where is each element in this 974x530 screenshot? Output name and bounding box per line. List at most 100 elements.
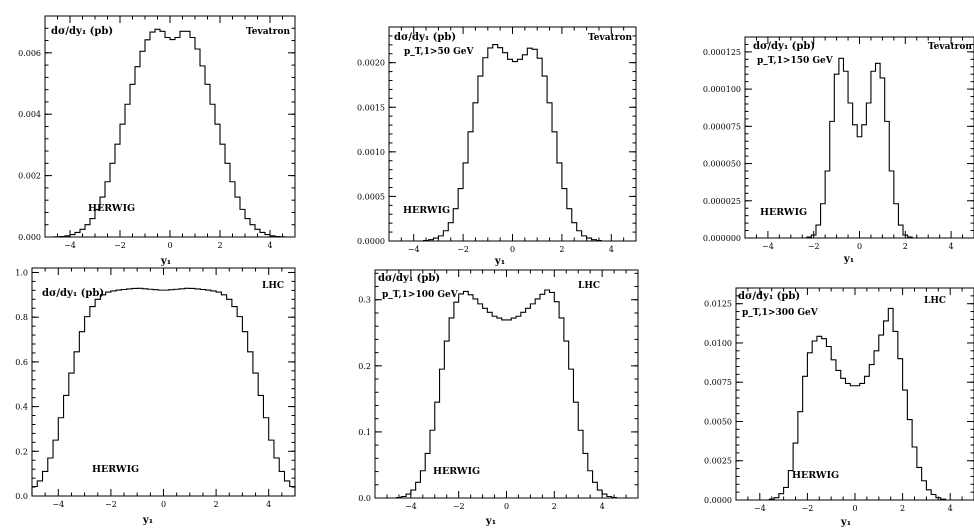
histogram-line [31, 287, 296, 496]
generator-label: HERWIG [403, 205, 450, 216]
x-tick-label: −4 [64, 241, 76, 250]
collider-label: LHC [578, 281, 600, 291]
x-tick-label: −2 [457, 245, 469, 254]
y-tick-label: 0.000000 [703, 234, 741, 243]
x-tick-label: 4 [266, 500, 271, 509]
x-tick-label: 0 [167, 241, 172, 250]
y-tick-label: 0.0010 [357, 148, 385, 157]
axis-ticks: −4 −2 0 2 4 0.000000 0.000025 0.000050 0.000075 0… [703, 36, 974, 251]
chart-title: dσ/dy₁ (pb) [753, 41, 815, 52]
generator-label: HERWIG [433, 466, 480, 477]
y-tick-label: 0.0 [358, 494, 371, 503]
panel-lhc-inclusive: −4 −2 0 2 4 0.0 0.2 0.4 0.6 0.8 1.0 dσ/dy₁ (pb) LH… [15, 267, 296, 526]
plot-frame [735, 287, 974, 501]
x-tick-label: −2 [802, 504, 814, 513]
cut-label: p_T,1>150 GeV [757, 56, 834, 66]
y-tick-label: 0.0015 [357, 103, 385, 112]
y-tick-label: 0.0 [15, 492, 28, 501]
y-tick-label: 0.000125 [703, 48, 741, 57]
x-tick-label: 0 [161, 500, 166, 509]
y-tick-label: 0.004 [18, 110, 41, 119]
collider-label: Tevatron [588, 33, 632, 43]
plot-frame [374, 269, 639, 499]
x-tick-label: 4 [948, 504, 953, 513]
y-tick-label: 0.0020 [357, 59, 385, 68]
y-tick-label: 0.000050 [703, 160, 741, 169]
collider-label: Tevatron [246, 27, 290, 37]
collider-label: LHC [924, 296, 946, 306]
generator-label: HERWIG [88, 203, 135, 214]
plot-frame [44, 15, 296, 238]
x-tick-label: 0 [852, 504, 857, 513]
y-tick-label: 0.0050 [704, 417, 732, 426]
histogram-line [806, 57, 913, 238]
axis-ticks: −4 −2 0 2 4 0.0 0.1 0.2 0.3 [358, 270, 639, 511]
x-tick-label: −2 [114, 241, 126, 250]
x-axis-label: y₁ [485, 516, 496, 527]
y-tick-label: 0.0000 [704, 496, 732, 505]
y-tick-label: 0.0000 [357, 237, 385, 246]
x-tick-label: −2 [105, 500, 117, 509]
y-tick-label: 0.0075 [704, 378, 732, 387]
y-tick-label: 0.000025 [703, 197, 741, 206]
panel-tevatron-pt50: −4 −2 0 2 4 0.0000 0.0005 0.0010 0.0015 0.0020 dσ… [357, 26, 637, 267]
histogram-line [768, 307, 946, 500]
x-tick-label: −2 [453, 502, 465, 511]
x-tick-label: 0 [857, 242, 862, 251]
y-tick-label: 0.3 [358, 296, 371, 305]
cut-label: p_T,1>50 GeV [404, 47, 475, 57]
x-tick-label: −4 [405, 502, 417, 511]
y-tick-label: 0.8 [15, 313, 28, 322]
chart-title: dσ/dy₁ (pb) [394, 32, 456, 43]
x-tick-label: −4 [762, 242, 774, 251]
chart-title: dσ/dy₁ (pb) [42, 288, 104, 299]
x-tick-label: 2 [559, 245, 564, 254]
x-tick-label: −4 [754, 504, 766, 513]
cut-label: p_T,1>300 GeV [742, 308, 819, 318]
axis-ticks: −4 −2 0 2 4 0.0000 0.0005 0.0010 0.0015 0.0020 [357, 26, 637, 254]
x-tick-label: −2 [808, 242, 820, 251]
y-tick-label: 0.6 [15, 358, 28, 367]
collider-label: LHC [262, 281, 284, 291]
x-axis-label: y₁ [494, 256, 505, 267]
y-tick-label: 0.000100 [703, 85, 741, 94]
y-tick-label: 0.2 [15, 447, 28, 456]
x-tick-label: 2 [903, 242, 908, 251]
y-tick-label: 0.002 [18, 172, 41, 181]
histogram-line [54, 28, 286, 238]
x-tick-label: 4 [949, 242, 954, 251]
cut-label: p_T,1>100 GeV [382, 290, 459, 300]
x-tick-label: 2 [552, 502, 557, 511]
x-tick-label: 4 [609, 245, 614, 254]
generator-label: HERWIG [760, 207, 807, 218]
y-tick-label: 0.0025 [704, 457, 732, 466]
x-axis-label: y₁ [840, 517, 851, 528]
chart-title: dσ/dy₁ (pb) [51, 26, 113, 37]
y-tick-label: 0.0125 [704, 300, 732, 309]
y-tick-label: 0.0005 [357, 192, 385, 201]
y-tick-label: 0.2 [358, 362, 371, 371]
x-tick-label: 2 [217, 241, 222, 250]
chart-title: dσ/dy₁ (pb) [738, 291, 800, 302]
x-tick-label: 2 [214, 500, 219, 509]
y-tick-label: 0.0100 [704, 339, 732, 348]
x-axis-label: y₁ [843, 254, 854, 265]
y-tick-label: 0.1 [358, 428, 371, 437]
histogram-line [395, 289, 618, 499]
x-axis-label: y₁ [142, 515, 153, 526]
axis-ticks: −4 −2 0 2 4 0.0000 0.0025 0.0050 0.0075 0.0100 0.0… [704, 287, 974, 513]
y-tick-label: 0.4 [15, 403, 28, 412]
generator-label: HERWIG [792, 470, 839, 481]
axis-ticks: −4 −2 0 2 4 0.000 0.002 0.004 0.006 [18, 15, 296, 250]
x-tick-label: 4 [600, 502, 605, 511]
axis-ticks: −4 −2 0 2 4 0.0 0.2 0.4 0.6 0.8 1.0 [15, 268, 296, 509]
panel-lhc-pt300: −4 −2 0 2 4 0.0000 0.0025 0.0050 0.0075 0.0100 0.0… [704, 287, 974, 528]
x-tick-label: 2 [900, 504, 905, 513]
x-tick-label: −4 [408, 245, 420, 254]
y-tick-label: 0.000075 [703, 122, 741, 131]
y-tick-label: 0.000 [18, 233, 41, 242]
panel-lhc-pt100: −4 −2 0 2 4 0.0 0.1 0.2 0.3 dσ/dy₁ (pb) p_T,1>10… [358, 269, 639, 527]
x-tick-label: 0 [510, 245, 515, 254]
